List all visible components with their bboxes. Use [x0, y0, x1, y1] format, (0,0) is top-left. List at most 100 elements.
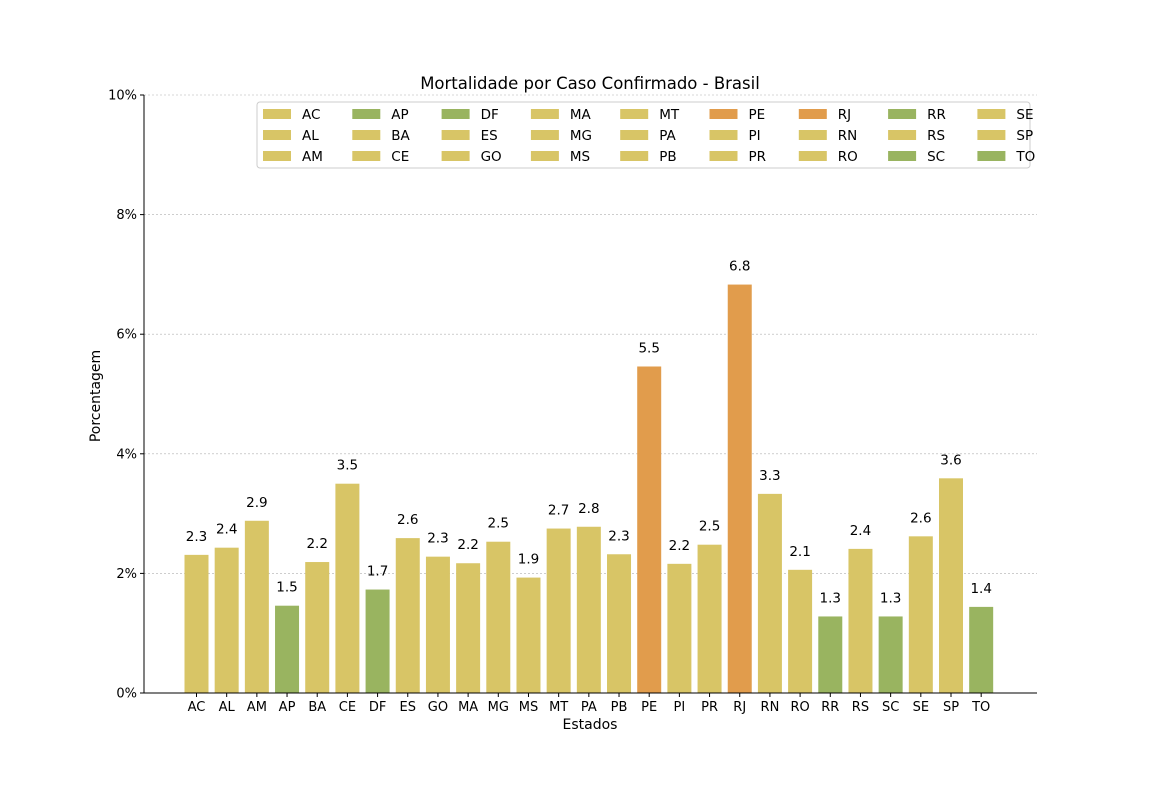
- legend-swatch-pb: [620, 151, 649, 161]
- bar-ms: [516, 577, 541, 693]
- legend-swatch-ap: [352, 109, 381, 119]
- legend-swatch-ro: [798, 151, 827, 161]
- bar-pi: [667, 563, 692, 693]
- x-tick-label-ma: MA: [458, 700, 478, 715]
- legend-label-go: GO: [481, 149, 502, 165]
- x-tick-label-rj: RJ: [733, 700, 746, 715]
- x-tick-label-go: GO: [428, 700, 448, 715]
- bar-ce: [335, 483, 360, 693]
- bar-pb: [607, 554, 632, 693]
- bar-ma: [456, 563, 481, 693]
- data-label-rn: 3.3: [759, 468, 780, 484]
- bar-go: [425, 556, 450, 693]
- legend-label-ce: CE: [391, 149, 409, 165]
- data-label-ap: 1.5: [276, 580, 297, 596]
- data-labels: 2.3 2.4 2.9 1.5 2.2 3.5 1.7 2.6 2.3 2.2 2.5 1.9 2.7 2…: [186, 259, 992, 607]
- legend-label-ma: MA: [570, 107, 592, 123]
- data-label-ma: 2.2: [457, 537, 478, 553]
- legend-label-am: AM: [302, 149, 323, 165]
- legend-swatch-ac: [263, 109, 291, 119]
- data-label-rr: 1.3: [820, 590, 841, 606]
- legend-label-rn: RN: [838, 128, 857, 144]
- data-label-to: 1.4: [970, 581, 991, 597]
- x-tick-label-pe: PE: [641, 700, 657, 715]
- x-axis-title: Estados: [563, 717, 618, 733]
- bar-to: [969, 606, 994, 693]
- legend-label-mt: MT: [659, 107, 680, 123]
- x-tick-label-es: ES: [400, 700, 416, 715]
- bar-mt: [546, 528, 571, 693]
- legend-label-al: AL: [302, 128, 319, 144]
- legend-label-pa: PA: [659, 128, 676, 144]
- legend-swatch-sp: [977, 130, 1006, 140]
- data-label-rj: 6.8: [729, 259, 750, 275]
- data-label-ce: 3.5: [337, 458, 358, 474]
- y-tick-label: 6%: [116, 328, 137, 343]
- legend-swatch-am: [263, 151, 291, 161]
- data-label-ac: 2.3: [186, 529, 207, 545]
- chart-title: Mortalidade por Caso Confirmado - Brasil: [420, 74, 760, 93]
- legend-swatch-sc: [888, 151, 917, 161]
- bar-pr: [697, 544, 722, 693]
- bar-pa: [576, 526, 601, 693]
- bar-sc: [878, 616, 903, 693]
- legend-swatch-rn: [798, 130, 827, 140]
- y-tick-label: 4%: [116, 447, 137, 462]
- legend-label-ap: AP: [391, 107, 408, 123]
- legend-label-rs: RS: [927, 128, 945, 144]
- x-tick-label-ms: MS: [519, 700, 538, 715]
- data-label-se: 2.6: [910, 510, 931, 526]
- x-tick-label-ce: CE: [339, 700, 356, 715]
- data-label-pe: 5.5: [638, 340, 659, 356]
- data-label-al: 2.4: [216, 522, 237, 538]
- x-tick-label-sc: SC: [882, 700, 899, 715]
- legend-swatch-se: [977, 109, 1006, 119]
- bar-ac: [184, 554, 209, 693]
- y-tick-label: 2%: [116, 567, 137, 582]
- legend-swatch-rs: [888, 130, 917, 140]
- legend-swatch-ms: [530, 151, 559, 161]
- x-tick-label-ba: BA: [308, 700, 326, 715]
- bar-df: [365, 589, 390, 693]
- legend-label-mg: MG: [570, 128, 592, 144]
- legend-label-sc: SC: [927, 149, 945, 165]
- x-tick-label-mt: MT: [549, 700, 568, 715]
- x-tick-label-pi: PI: [674, 700, 686, 715]
- x-tick-label-rn: RN: [761, 700, 780, 715]
- legend-swatch-go: [441, 151, 470, 161]
- data-label-sp: 3.6: [940, 452, 961, 468]
- x-tick-label-rs: RS: [852, 700, 869, 715]
- bars: [184, 284, 994, 693]
- data-label-pi: 2.2: [669, 538, 690, 554]
- y-gridlines: [144, 94, 1037, 574]
- bar-rn: [757, 493, 782, 693]
- x-tick-label-am: AM: [247, 700, 267, 715]
- data-label-df: 1.7: [367, 564, 388, 580]
- legend-swatch-to: [977, 151, 1006, 161]
- x-tick-label-to: TO: [971, 700, 990, 715]
- bar-mg: [486, 541, 511, 693]
- x-tick-label-pb: PB: [611, 700, 628, 715]
- data-label-mg: 2.5: [488, 516, 509, 532]
- legend: AC AL AM AP BA CE DF ES GO MA MG MS MT PA PB PE PI PR RJ RN…: [256, 101, 1035, 169]
- legend-swatch-ma: [530, 109, 559, 119]
- legend-label-ac: AC: [302, 107, 320, 123]
- data-label-pa: 2.8: [578, 501, 599, 517]
- bar-ap: [275, 605, 300, 693]
- legend-swatch-al: [263, 130, 291, 140]
- x-tick-label-mg: MG: [488, 700, 509, 715]
- legend-label-se: SE: [1016, 107, 1033, 123]
- y-ticks: 0% 2% 4% 6% 8% 10%: [108, 89, 144, 702]
- data-label-mt: 2.7: [548, 503, 569, 519]
- data-label-rs: 2.4: [850, 523, 871, 539]
- legend-label-pr: PR: [749, 149, 767, 165]
- x-tick-label-df: DF: [369, 700, 387, 715]
- legend-swatch-pe: [709, 109, 738, 119]
- data-label-am: 2.9: [246, 495, 267, 511]
- legend-swatch-pr: [709, 151, 738, 161]
- legend-swatch-mt: [620, 109, 649, 119]
- data-label-pb: 2.3: [608, 528, 629, 544]
- x-tick-label-pa: PA: [581, 700, 597, 715]
- bar-rs: [848, 548, 873, 693]
